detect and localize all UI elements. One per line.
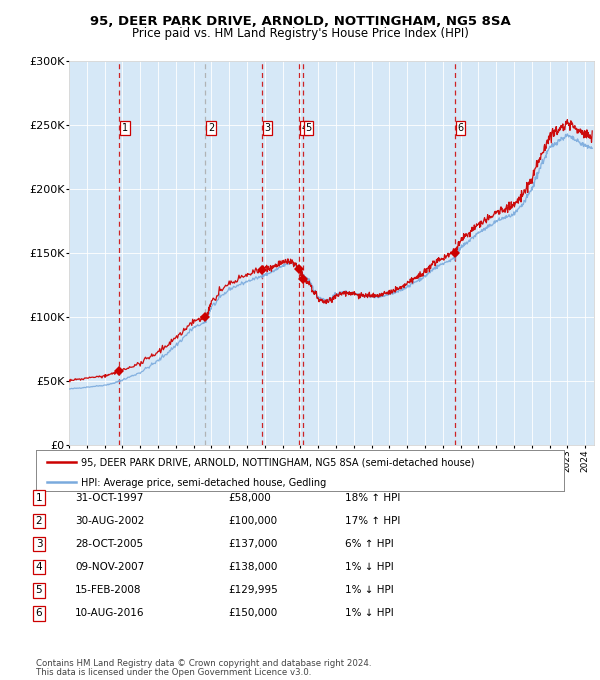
Text: 09-NOV-2007: 09-NOV-2007 <box>75 562 144 572</box>
Text: 15-FEB-2008: 15-FEB-2008 <box>75 585 142 595</box>
Text: 28-OCT-2005: 28-OCT-2005 <box>75 539 143 549</box>
Text: 3: 3 <box>35 539 43 549</box>
Text: 5: 5 <box>305 123 311 133</box>
Text: £58,000: £58,000 <box>228 493 271 503</box>
Text: 1: 1 <box>35 493 43 503</box>
Text: 95, DEER PARK DRIVE, ARNOLD, NOTTINGHAM, NG5 8SA: 95, DEER PARK DRIVE, ARNOLD, NOTTINGHAM,… <box>89 15 511 28</box>
Text: 2: 2 <box>35 516 43 526</box>
Text: Price paid vs. HM Land Registry's House Price Index (HPI): Price paid vs. HM Land Registry's House … <box>131 27 469 40</box>
Text: 6: 6 <box>35 609 43 618</box>
Text: 1: 1 <box>122 123 128 133</box>
Text: 17% ↑ HPI: 17% ↑ HPI <box>345 516 400 526</box>
Text: 6: 6 <box>457 123 463 133</box>
Text: 30-AUG-2002: 30-AUG-2002 <box>75 516 145 526</box>
Text: 95, DEER PARK DRIVE, ARNOLD, NOTTINGHAM, NG5 8SA (semi-detached house): 95, DEER PARK DRIVE, ARNOLD, NOTTINGHAM,… <box>81 458 475 467</box>
Text: 5: 5 <box>35 585 43 595</box>
Text: 4: 4 <box>35 562 43 572</box>
Text: 18% ↑ HPI: 18% ↑ HPI <box>345 493 400 503</box>
Text: 10-AUG-2016: 10-AUG-2016 <box>75 609 145 618</box>
Text: 1% ↓ HPI: 1% ↓ HPI <box>345 585 394 595</box>
Text: Contains HM Land Registry data © Crown copyright and database right 2024.: Contains HM Land Registry data © Crown c… <box>36 659 371 668</box>
Text: 1% ↓ HPI: 1% ↓ HPI <box>345 562 394 572</box>
Text: 6% ↑ HPI: 6% ↑ HPI <box>345 539 394 549</box>
Text: £100,000: £100,000 <box>228 516 277 526</box>
Text: 31-OCT-1997: 31-OCT-1997 <box>75 493 143 503</box>
Text: £150,000: £150,000 <box>228 609 277 618</box>
Text: £129,995: £129,995 <box>228 585 278 595</box>
Text: This data is licensed under the Open Government Licence v3.0.: This data is licensed under the Open Gov… <box>36 668 311 677</box>
Text: £137,000: £137,000 <box>228 539 277 549</box>
Text: £138,000: £138,000 <box>228 562 277 572</box>
Text: 4: 4 <box>302 123 308 133</box>
Text: HPI: Average price, semi-detached house, Gedling: HPI: Average price, semi-detached house,… <box>81 478 326 488</box>
Text: 1% ↓ HPI: 1% ↓ HPI <box>345 609 394 618</box>
Text: 3: 3 <box>265 123 271 133</box>
Text: 2: 2 <box>208 123 214 133</box>
